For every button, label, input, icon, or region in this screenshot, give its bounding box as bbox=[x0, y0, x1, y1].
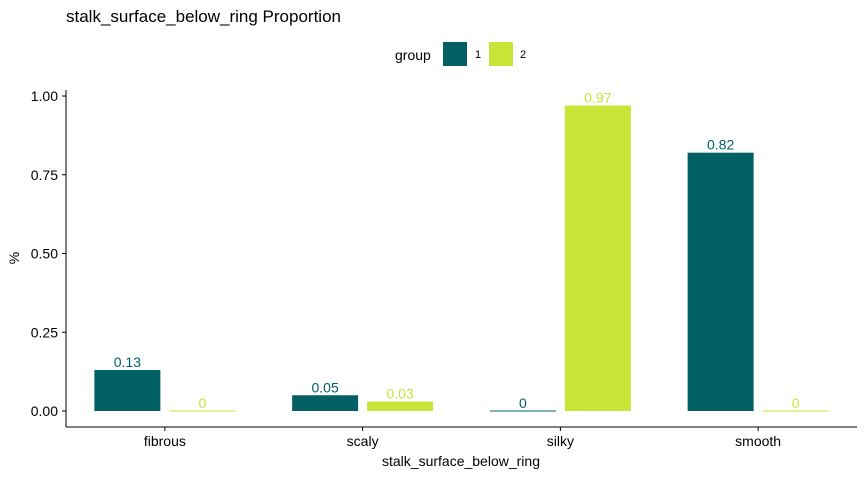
y-tick-label: 0.25 bbox=[31, 324, 58, 340]
x-axis-title: stalk_surface_below_ring bbox=[382, 453, 540, 469]
bar-value-label: 0 bbox=[519, 395, 527, 411]
x-tick-label: fibrous bbox=[144, 433, 186, 449]
y-tick-label: 0.00 bbox=[31, 403, 58, 419]
bar-value-label: 0.97 bbox=[584, 89, 611, 105]
legend-swatch-group-2 bbox=[489, 42, 513, 66]
x-axis-ticks: fibrous scaly silky smooth bbox=[144, 427, 781, 449]
bar-series-2 bbox=[762, 410, 829, 412]
y-tick-label: 1.00 bbox=[31, 88, 58, 104]
bar-value-label: 0 bbox=[792, 395, 800, 411]
bar-value-label: 0.82 bbox=[707, 137, 734, 153]
bar-value-label: 0.03 bbox=[387, 386, 414, 402]
bar-value-label: 0.05 bbox=[312, 379, 339, 395]
bar-series-1 bbox=[94, 370, 161, 411]
x-tick-label: silky bbox=[547, 433, 574, 449]
bar-value-label: 0.13 bbox=[114, 354, 141, 370]
legend: group 1 2 bbox=[395, 42, 526, 66]
legend-label-group-1: 1 bbox=[475, 49, 481, 61]
bar-value-label: 0 bbox=[198, 395, 206, 411]
legend-swatch-group-1 bbox=[443, 42, 467, 66]
bar-series-1 bbox=[489, 410, 556, 412]
bar-value-labels: 0.13 0 0.05 0.03 0 0.97 0.82 0 bbox=[114, 89, 800, 411]
x-tick-label: smooth bbox=[735, 433, 781, 449]
bar-series-2 bbox=[169, 410, 236, 412]
legend-title: group bbox=[395, 47, 431, 63]
bar-series-2 bbox=[367, 401, 434, 411]
bar-series-1 bbox=[292, 395, 359, 411]
y-axis-ticks: 0.00 0.25 0.50 0.75 1.00 bbox=[31, 88, 66, 419]
y-axis-title: % bbox=[6, 252, 22, 264]
chart-title: stalk_surface_below_ring Proportion bbox=[66, 7, 341, 26]
bar-series-2 bbox=[564, 105, 631, 411]
x-tick-label: scaly bbox=[347, 433, 379, 449]
bars bbox=[94, 105, 829, 412]
y-tick-label: 0.50 bbox=[31, 246, 58, 262]
y-tick-label: 0.75 bbox=[31, 167, 58, 183]
bar-series-1 bbox=[687, 152, 754, 411]
legend-label-group-2: 2 bbox=[520, 49, 526, 61]
